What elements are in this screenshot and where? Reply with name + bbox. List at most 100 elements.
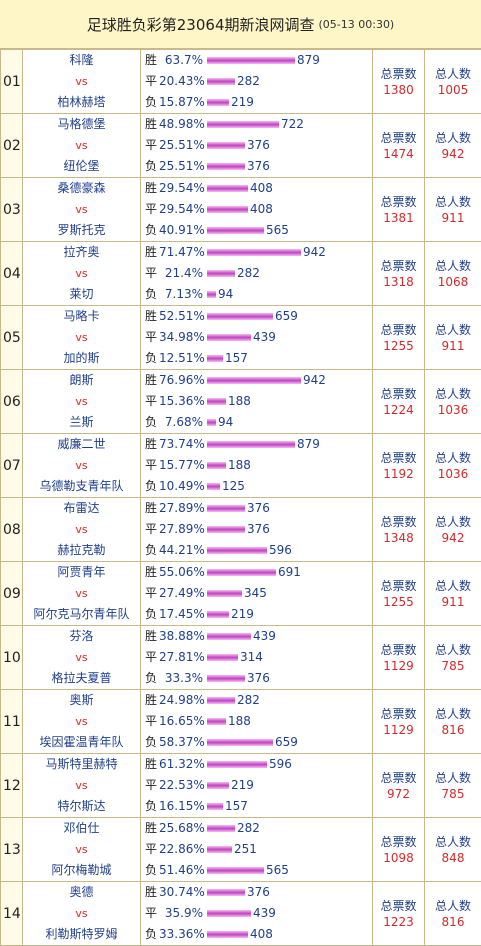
away-team[interactable]: 莱切 [23,284,140,305]
total-people-label: 总人数 [425,578,481,594]
loss-percent: 40.91% [159,220,203,241]
win-label: 胜 [145,306,159,327]
win-percent: 30.74% [159,882,203,903]
total-people-label: 总人数 [425,130,481,146]
loss-percent: 7.13% [159,284,203,305]
loss-count: 157 [225,351,248,365]
total-people-label: 总人数 [425,386,481,402]
away-team[interactable]: 格拉夫夏普 [23,668,140,689]
home-team[interactable]: 芬洛 [23,626,140,647]
loss-percent: 25.51% [159,156,203,177]
draw-count: 251 [234,842,257,856]
draw-label: 平 [145,391,159,412]
match-number: 09 [1,562,23,626]
away-team[interactable]: 赫拉克勒 [23,540,140,561]
away-team[interactable]: 加的斯 [23,348,140,369]
draw-count: 219 [231,778,254,792]
page-title: 足球胜负彩第23064期新浪网调查 [87,14,315,35]
away-team[interactable]: 兰斯 [23,412,140,433]
home-team[interactable]: 威廉二世 [23,434,140,455]
draw-bar [207,462,226,469]
total-people-value: 911 [425,594,481,610]
draw-percent: 22.86% [159,839,203,860]
loss-label: 负 [145,668,159,689]
total-votes-label: 总票数 [373,514,424,530]
away-team[interactable]: 纽伦堡 [23,156,140,177]
away-team[interactable]: 罗斯托克 [23,220,140,241]
draw-percent: 16.65% [159,711,203,732]
home-team[interactable]: 科隆 [23,50,140,71]
win-label: 胜 [145,882,159,903]
loss-count: 565 [266,863,289,877]
draw-label: 平 [145,839,159,860]
draw-label: 平 [145,583,159,604]
win-label: 胜 [145,754,159,775]
loss-percent: 58.37% [159,732,203,753]
away-team[interactable]: 阿尔梅勒城 [23,860,140,881]
win-count: 439 [253,629,276,643]
total-people-value: 848 [425,850,481,866]
home-team[interactable]: 朗斯 [23,370,140,391]
win-percent: 63.7% [159,50,203,71]
away-team[interactable]: 利勒斯特罗姆 [23,924,140,945]
away-team[interactable]: 阿尔克马尔青年队 [23,604,140,625]
home-team[interactable]: 奥德 [23,882,140,903]
total-people-label: 总人数 [425,834,481,850]
home-team[interactable]: 邓伯仕 [23,818,140,839]
home-team[interactable]: 马略卡 [23,306,140,327]
loss-bar [207,163,245,170]
home-team[interactable]: 马格德堡 [23,114,140,135]
win-label: 胜 [145,242,159,263]
draw-label: 平 [145,519,159,540]
match-number: 01 [1,50,23,114]
total-people-label: 总人数 [425,194,481,210]
home-team[interactable]: 阿贾青年 [23,562,140,583]
draw-label: 平 [145,199,159,220]
home-team[interactable]: 奥斯 [23,690,140,711]
loss-percent: 17.45% [159,604,203,625]
loss-label: 负 [145,476,159,497]
total-votes-value: 1129 [373,658,424,674]
vs-label: vs [23,647,140,668]
loss-percent: 7.68% [159,412,203,433]
home-team[interactable]: 桑德豪森 [23,178,140,199]
away-team[interactable]: 柏林赫塔 [23,92,140,113]
match-number: 03 [1,178,23,242]
win-label: 胜 [145,370,159,391]
total-people-value: 942 [425,530,481,546]
home-team[interactable]: 马斯特里赫特 [23,754,140,775]
vs-label: vs [23,839,140,860]
draw-count: 188 [228,394,251,408]
total-votes-value: 972 [373,786,424,802]
total-people-value: 911 [425,338,481,354]
total-people-label: 总人数 [425,258,481,274]
away-team[interactable]: 埃因霍温青年队 [23,732,140,753]
home-team[interactable]: 拉齐奥 [23,242,140,263]
loss-bar [207,99,229,106]
home-team[interactable]: 布雷达 [23,498,140,519]
away-team[interactable]: 乌德勒支青年队 [23,476,140,497]
away-team[interactable]: 特尔斯达 [23,796,140,817]
total-people-value: 942 [425,146,481,162]
vs-label: vs [23,135,140,156]
